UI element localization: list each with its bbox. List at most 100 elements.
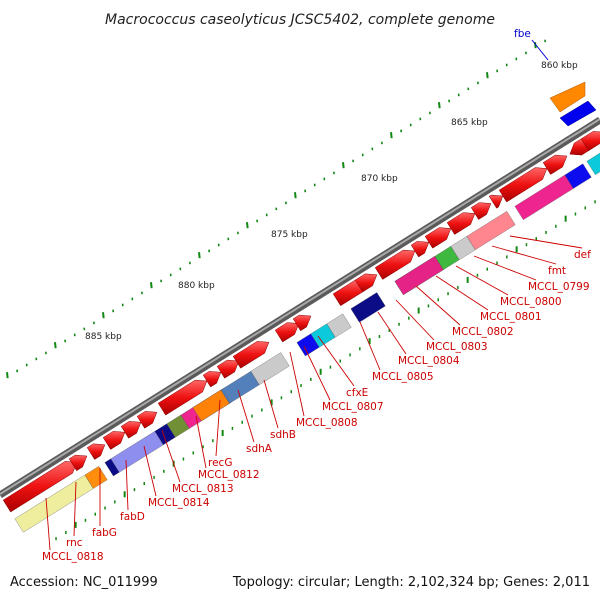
cog-feature [84,466,108,489]
gene-arrow [136,411,158,429]
leader-line [509,235,583,249]
ruler-tick [246,222,249,229]
ruler-tick [486,72,489,79]
cog-feature [466,211,516,251]
cog-feature [564,163,592,189]
gene-label: MCCL_0807 [322,401,384,413]
fbe-pointer [531,39,549,61]
ruler-tick [150,282,153,289]
gene-label: MCCL_0818 [42,551,104,563]
cog-feature [586,152,600,176]
gene-label: MCCL_0803 [426,341,488,353]
gene-track [2,131,600,513]
map-title: Macrococcus caseolyticus JCSC5402, compl… [105,12,495,28]
gene-label-fbe: fbe [514,28,531,40]
tick-label-870: 870 kbp [361,174,398,184]
gene-arrow [424,227,452,249]
leader-line [195,415,207,469]
gene-arrow [446,212,476,235]
leader-line [215,399,221,457]
gene-arrow [86,443,106,460]
cog-track [14,152,600,533]
leader-line [415,285,461,326]
feature-orange-block [549,81,586,113]
leader-line [161,429,181,483]
gene-arrow [216,359,240,379]
ruler-labels: 860 kbp 865 kbp 870 kbp 875 kbp 880 kbp … [85,61,578,342]
leader-line [45,497,51,551]
cog-feature [326,313,352,338]
tick-label-865: 865 kbp [451,118,488,128]
outer-features: fbe [514,28,597,127]
leader-line [303,345,331,401]
leader-line [435,275,489,311]
ruler-tick [390,132,393,139]
gene-label: sdhA [246,443,273,455]
gene-arrow [374,249,416,280]
leader-line [491,245,557,265]
gene-label: fabD [120,511,145,523]
gene-arrow [354,273,378,293]
accession-text: Accession: NC_011999 [10,575,158,590]
gene-arrow [580,131,600,152]
topology-text: Topology: circular; Length: 2,102,324 bp… [232,575,590,590]
gene-label: MCCL_0799 [528,281,590,293]
leader-line [473,255,537,281]
leader-line [143,445,157,497]
gene-arrow [498,167,548,203]
leader-line [377,311,407,355]
gene-label: MCCL_0814 [148,497,210,509]
ruler-tick [342,162,345,169]
leader-line [73,481,77,537]
cog-feature [350,292,386,323]
gene-label: def [574,249,591,261]
leader-line [125,459,129,511]
gene-label: cfxE [346,387,368,399]
leader-line [359,321,381,371]
gene-arrow [488,194,504,209]
leader-line [237,389,255,443]
ruler-tick [102,312,105,319]
tick-label-885: 885 kbp [85,332,122,342]
tick-label-880: 880 kbp [178,281,215,291]
leader-line [455,265,509,296]
gene-label: MCCL_0804 [398,355,460,367]
gene-arrow [157,379,208,416]
ruler-tick [438,102,441,109]
gene-label: rnc [66,537,83,549]
ruler-tick [294,192,297,199]
ruler-tick [6,372,9,379]
gene-label: MCCL_0813 [172,483,234,495]
position-ruler [6,39,596,541]
leader-line [289,351,305,417]
gene-arrow [102,431,126,450]
gene-label: MCCL_0800 [500,296,562,308]
gene-arrow [292,314,312,332]
gene-label: MCCL_0812 [198,469,260,481]
gene-label: MCCL_0808 [296,417,358,429]
gene-label: fmt [548,265,566,277]
leader-line [317,335,355,387]
tick-label-860: 860 kbp [541,61,578,71]
gene-arrow [410,241,430,258]
gene-arrow [68,454,88,472]
ruler-tick [54,342,57,349]
genome-backbone [0,117,600,498]
gene-label: recG [208,457,232,469]
gene-label: MCCL_0801 [480,311,542,323]
gene-label: MCCL_0802 [452,326,514,338]
gene-arrow [542,154,568,175]
gene-arrow [470,202,492,220]
gene-arrow [120,421,142,439]
ruler-tick [198,252,201,259]
leader-line [395,299,435,341]
gene-label: fabG [92,527,117,539]
leader-line [263,379,279,429]
gene-arrow [274,322,300,343]
cog-feature [250,352,290,386]
gene-arrow [202,371,222,388]
tick-label-875: 875 kbp [271,230,308,240]
gene-arrow [232,341,270,369]
